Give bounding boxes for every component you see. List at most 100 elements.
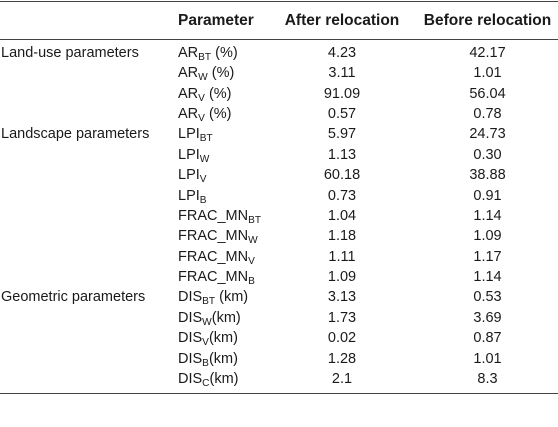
header-before-relocation: Before relocation [417,1,558,40]
value-after-relocation: 1.09 [327,269,357,286]
parameter-base: DIS [178,309,203,326]
value-before-relocation: 0.30 [473,146,502,163]
parameter-base: LPI [178,146,200,163]
parameter-subscript: B [248,276,255,288]
value-after-relocation: 0.73 [327,187,357,204]
parameter-name: FRAC_MNBT [166,206,267,226]
parameter-base: FRAC_MN [178,207,249,224]
parameter-group-label [0,165,166,185]
parameter-base: AR [178,45,199,61]
parameter-subscript: W [248,235,258,247]
table-body: Land-use parameters ARBT (%) 4.23 42.17 ARW … [0,40,558,394]
table-row: ARV (%) 0.57 0.78 [0,104,558,124]
value-before-relocation: 0.53 [473,289,502,306]
parameter-group-label: Geometric parameters [1,289,146,306]
value-after-relocation: 1.04 [327,207,357,224]
value-after-relocation: 3.11 [328,65,356,82]
parameter-base: FRAC_MN [178,248,249,265]
parameter-base: FRAC_MN [178,269,249,286]
value-after-relocation: 0.57 [327,105,357,122]
value-before-relocation: 1.14 [473,207,502,224]
value-after-relocation: 91.09 [323,85,361,102]
parameter-base: AR [178,105,199,122]
parameter-unit: (%) [211,45,238,61]
value-after-relocation: 5.97 [327,126,357,143]
parameter-base: DIS [178,330,203,347]
table-row: FRAC_MNW 1.18 1.09 [0,226,558,246]
parameter-base: DIS [178,350,203,367]
parameter-base: AR [178,65,199,82]
parameter-name: LPIBT [166,124,267,144]
parameter-name: ARBT (%) [166,40,267,64]
parameter-group-label [0,369,166,394]
table-row: Land-use parameters ARBT (%) 4.23 42.17 [0,40,558,64]
parameter-subscript: BT [198,52,212,64]
parameter-base: FRAC_MN [178,228,249,245]
parameter-name: FRAC_MNW [166,226,267,246]
parameter-group-label [0,247,166,267]
table-header: Parameter After relocation Before reloca… [0,1,558,40]
parameter-group-label [0,348,166,368]
value-before-relocation: 1.14 [473,269,502,286]
parameter-name: ARV (%) [166,104,267,124]
value-after-relocation: 0.02 [327,330,357,347]
table-row: LPIB 0.73 0.91 [0,185,558,206]
parameter-name: DISW(km) [166,308,267,328]
parameter-base: LPI [178,187,200,204]
parameter-group-label [0,63,166,83]
value-before-relocation: 38.88 [469,167,506,184]
parameter-unit: (%) [204,105,232,122]
parameter-subscript: W [199,153,210,165]
table-row: FRAC_MNBT 1.04 1.14 [0,206,558,226]
value-after-relocation: 1.11 [328,248,356,265]
value-after-relocation: 1.28 [327,350,357,367]
parameter-unit: (km) [211,309,241,326]
parameter-unit: (km) [208,350,238,367]
value-before-relocation: 0.91 [473,187,502,204]
parameter-name: DISC(km) [166,369,267,394]
parameter-group-label [0,104,166,124]
parameter-subscript: C [202,378,210,390]
table-row: LPIV 60.18 38.88 [0,165,558,185]
value-before-relocation: 3.69 [473,309,502,326]
table-row: DISV(km) 0.02 0.87 [0,328,558,348]
parameter-group-label [0,206,166,226]
header-after-relocation: After relocation [267,1,417,40]
parameter-unit: (%) [207,65,235,82]
header-row: Parameter After relocation Before reloca… [0,1,558,40]
header-parameter: Parameter [166,1,267,40]
value-after-relocation: 1.73 [327,309,357,326]
value-before-relocation: 56.04 [469,85,506,102]
value-after-relocation: 2.1 [331,370,353,387]
parameter-group-label [0,185,166,205]
value-before-relocation: 24.73 [469,126,506,143]
table-row: LPIW 1.13 0.30 [0,145,558,165]
parameter-group-label [0,328,166,348]
parameter-name: DISV(km) [166,328,267,348]
parameter-subscript: V [199,174,207,186]
parameter-group-label [0,308,166,328]
parameter-name: ARW (%) [166,63,267,83]
value-before-relocation: 1.09 [473,228,502,245]
parameter-subscript: B [199,194,207,206]
table-row: FRAC_MNB 1.09 1.14 [0,267,558,287]
parameter-base: AR [178,85,199,102]
parameter-base: LPI [178,167,200,184]
parameter-subscript: V [202,337,209,349]
value-after-relocation: 60.18 [323,167,361,184]
parameter-name: FRAC_MNB [166,267,267,287]
value-before-relocation: 8.3 [477,370,498,387]
parameter-group-label [0,145,166,165]
parameter-name: DISB(km) [166,348,267,369]
parameter-subscript: W [202,317,212,329]
parameter-subscript: V [198,113,205,125]
relocation-parameters-table: Parameter After relocation Before reloca… [0,1,558,394]
header-group [0,1,166,40]
parameter-unit: (km) [208,330,238,347]
parameter-group-label [0,83,166,103]
parameter-name: FRAC_MNV [166,247,267,267]
table-row: DISB(km) 1.28 1.01 [0,348,558,369]
value-before-relocation: 42.17 [469,45,506,61]
parameter-unit: (km) [215,289,249,306]
parameter-subscript: V [248,255,255,267]
